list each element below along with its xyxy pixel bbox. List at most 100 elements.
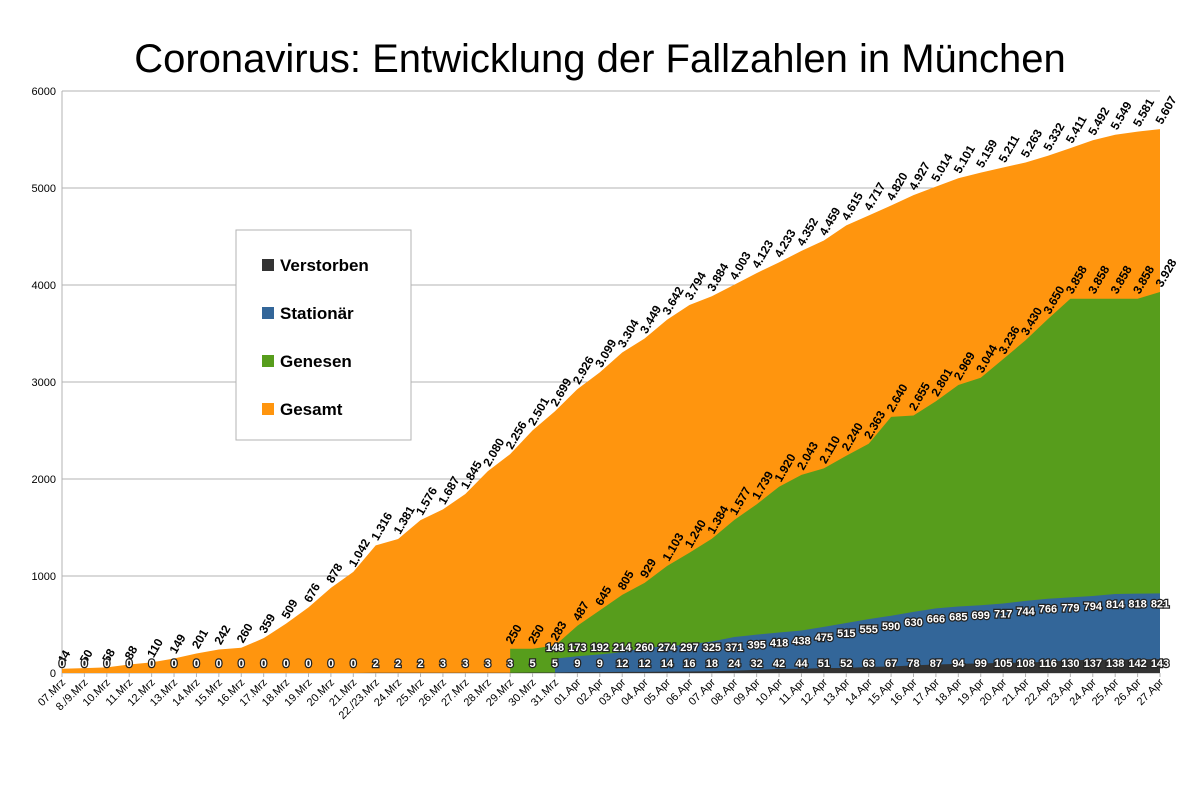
data-label: 3 [485, 658, 491, 670]
data-label: 0 [305, 658, 311, 670]
data-label: 99 [975, 658, 987, 670]
data-label: 192 [591, 642, 609, 654]
legend-label: Stationär [280, 304, 354, 323]
data-label: 3 [462, 658, 468, 670]
data-label: 260 [635, 642, 653, 654]
data-label: 105 [994, 658, 1012, 670]
data-label: 5.211 [996, 132, 1023, 165]
data-label: 371 [725, 642, 743, 654]
data-label: 515 [837, 628, 855, 640]
data-label: 438 [792, 636, 810, 648]
data-label: 0 [59, 658, 65, 670]
data-label: 779 [1061, 602, 1079, 614]
legend-swatch [262, 259, 274, 271]
legend-swatch [262, 307, 274, 319]
data-label: 260 [234, 621, 256, 646]
y-tick-label: 4000 [32, 280, 56, 292]
data-label: 0 [350, 658, 356, 670]
data-label: 2 [373, 658, 379, 670]
data-label: 818 [1128, 599, 1146, 611]
chart-title: Coronavirus: Entwicklung der Fallzahlen … [134, 37, 1066, 81]
data-label: 794 [1084, 601, 1103, 613]
data-label: 16 [683, 658, 695, 670]
data-label: 9 [574, 658, 580, 670]
data-label: 0 [81, 658, 87, 670]
data-label: 50 [77, 647, 96, 666]
y-tick-label: 2000 [32, 474, 56, 486]
data-label: 12 [616, 658, 628, 670]
data-label: 0 [171, 658, 177, 670]
data-label: 0 [261, 658, 267, 670]
data-label: 2 [417, 658, 423, 670]
data-label: 475 [815, 632, 833, 644]
data-label: 0 [104, 658, 110, 670]
data-label: 42 [773, 658, 785, 670]
data-label: 201 [189, 626, 211, 651]
data-label: 630 [904, 617, 922, 629]
y-tick-label: 5000 [32, 183, 56, 195]
data-label: 5 [530, 658, 536, 670]
data-label: 51 [818, 658, 830, 670]
data-label: 0 [238, 658, 244, 670]
data-label: 297 [680, 642, 698, 654]
data-label: 418 [770, 637, 788, 649]
data-label: 242 [211, 622, 233, 647]
data-label: 138 [1106, 658, 1124, 670]
data-label: 108 [1016, 658, 1034, 670]
data-label: 58 [99, 646, 118, 665]
data-label: 214 [613, 642, 632, 654]
data-label: 5 [552, 658, 558, 670]
y-tick-label: 6000 [32, 86, 56, 98]
data-label: 0 [283, 658, 289, 670]
data-label: 5.581 [1130, 96, 1157, 129]
data-label: 814 [1106, 599, 1125, 611]
data-label: 137 [1084, 658, 1102, 670]
data-label: 5.549 [1108, 99, 1135, 132]
data-label: 142 [1128, 658, 1146, 670]
area [62, 659, 1160, 673]
legend-label: Gesamt [280, 400, 343, 419]
data-label: 744 [1016, 606, 1035, 618]
data-label: 110 [144, 636, 166, 660]
data-label: 3 [440, 658, 446, 670]
data-label: 3 [507, 658, 513, 670]
data-label: 143 [1151, 658, 1169, 670]
data-label: 116 [1039, 658, 1057, 670]
data-label: 87 [930, 658, 942, 670]
data-label: 5.159 [973, 137, 1000, 170]
data-label: 0 [126, 658, 132, 670]
data-label: 821 [1151, 598, 1169, 610]
data-label: 685 [949, 612, 967, 624]
data-label: 18 [706, 658, 718, 670]
data-label: 590 [882, 621, 900, 633]
data-label: 149 [167, 631, 189, 656]
data-label: 666 [927, 613, 945, 625]
data-label: 5.492 [1085, 104, 1112, 137]
data-label: 67 [885, 658, 897, 670]
data-label: 44 [54, 647, 73, 666]
data-label: 32 [751, 658, 763, 670]
data-label: 274 [658, 642, 677, 654]
data-label: 52 [840, 658, 852, 670]
data-label: 0 [193, 658, 199, 670]
data-label: 325 [703, 642, 721, 654]
area [510, 291, 1160, 673]
data-label: 0 [149, 658, 155, 670]
data-label: 0 [216, 658, 222, 670]
legend-label: Verstorben [280, 256, 369, 275]
data-label: 0 [328, 658, 334, 670]
y-tick-label: 0 [50, 668, 56, 680]
y-tick-label: 3000 [32, 377, 56, 389]
legend-swatch [262, 403, 274, 415]
legend-label: Genesen [280, 352, 352, 371]
data-label: 766 [1039, 604, 1057, 616]
area [554, 593, 1160, 673]
data-label: 395 [747, 640, 765, 652]
data-label: 44 [795, 658, 808, 670]
data-label: 5.607 [1152, 93, 1179, 126]
data-label: 699 [972, 610, 990, 622]
legend-swatch [262, 355, 274, 367]
y-tick-label: 1000 [32, 571, 56, 583]
data-label: 12 [638, 658, 650, 670]
